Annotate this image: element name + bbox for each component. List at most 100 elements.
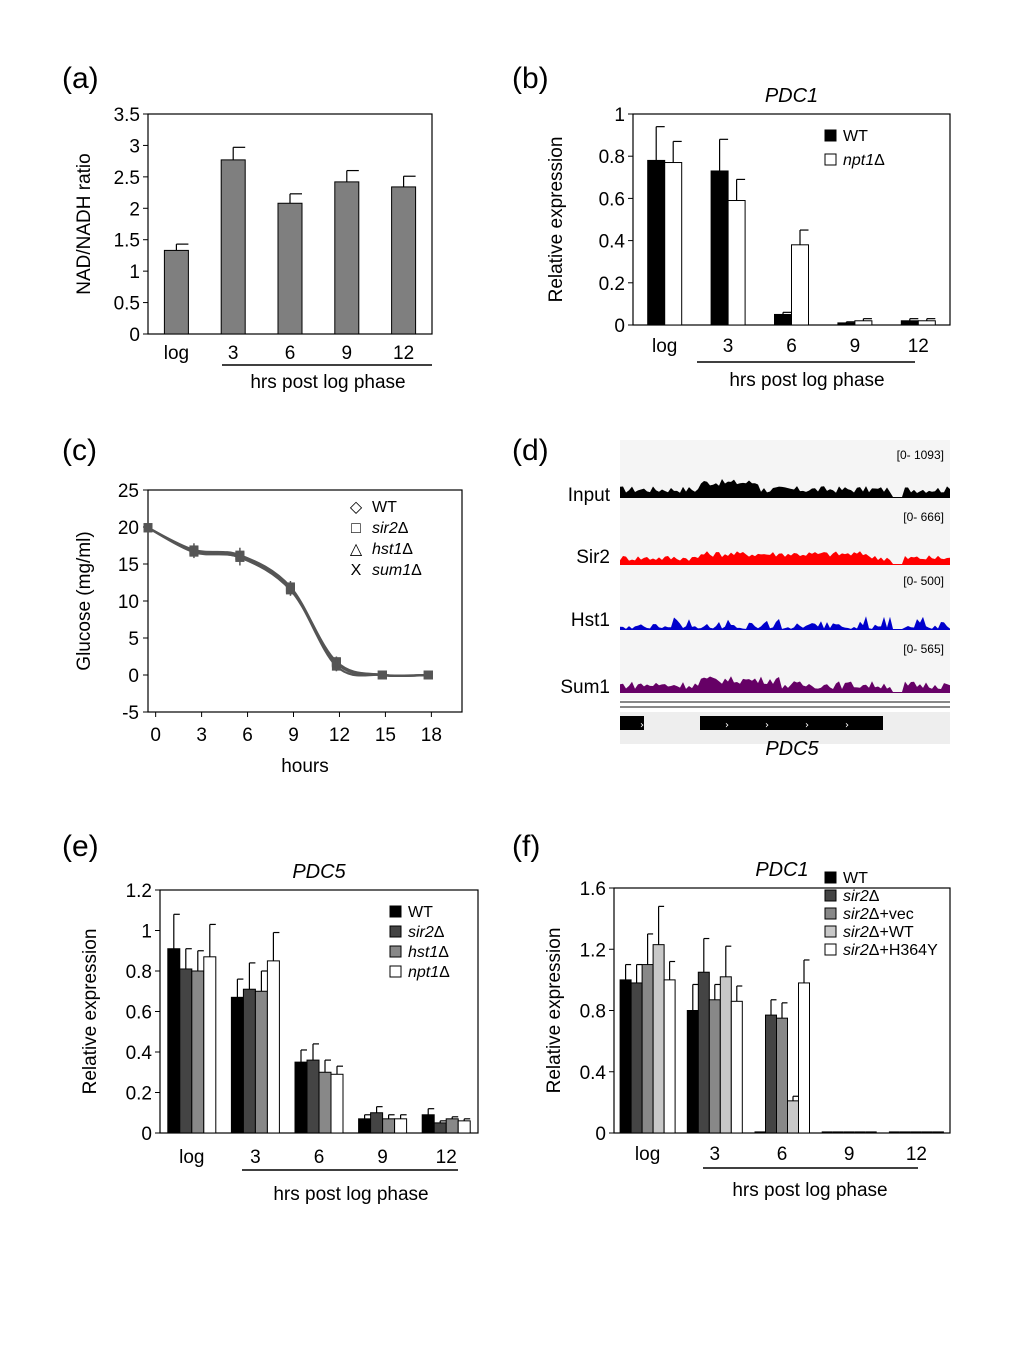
y-tick-label: 0.4: [599, 232, 626, 253]
x-tick-label: 12: [436, 1147, 457, 1168]
chart-title: PDC1: [755, 859, 808, 881]
bar: [179, 968, 193, 1134]
x-tick-label: 9: [342, 343, 353, 364]
bar: [727, 200, 746, 326]
coverage-track: [620, 551, 950, 565]
bar: [242, 988, 256, 1134]
bar: [664, 162, 683, 326]
gene-block: [620, 716, 644, 730]
bar: [220, 159, 246, 335]
data-point: [143, 523, 153, 533]
y-tick-label: 10: [118, 592, 139, 613]
legend-label: WT: [843, 128, 868, 145]
legend-label: sum1Δ: [372, 562, 422, 579]
bar: [382, 1118, 396, 1134]
y-tick-label: 20: [118, 518, 139, 539]
y-tick-label: 0: [614, 316, 625, 337]
x-tick-label: 6: [285, 343, 296, 364]
bar: [686, 1010, 699, 1134]
bar: [663, 979, 676, 1134]
legend-label: npt1Δ: [843, 152, 885, 169]
y-tick-label: 2: [129, 199, 140, 220]
panel-a-letter: (a): [62, 62, 99, 95]
panel-d-letter: (d): [512, 434, 549, 467]
bar: [358, 1118, 372, 1134]
bar: [719, 976, 732, 1134]
bar: [710, 170, 729, 326]
y-tick-label: 0.5: [114, 294, 140, 315]
strand-arrow: ›: [845, 720, 849, 731]
bar: [791, 244, 809, 326]
strand-arrow: ›: [765, 720, 769, 731]
bar: [294, 1061, 308, 1134]
x-tick-label: log: [164, 343, 189, 364]
bar: [163, 249, 189, 335]
chart-title: PDC1: [765, 85, 818, 107]
track-background: [620, 568, 950, 632]
y-tick-label: 1.5: [114, 231, 140, 252]
data-point: [377, 670, 387, 680]
panel-e-group-label: hrs post log phase: [273, 1184, 428, 1205]
strand-arrow: ›: [725, 720, 729, 731]
panel-a-group-label: hrs post log phase: [250, 372, 405, 393]
track-label: Sir2: [576, 547, 610, 568]
y-tick-label: 1: [614, 105, 625, 126]
legend-swatch: [824, 925, 837, 938]
legend-swatch: [824, 943, 837, 956]
legend-label: sir2Δ+vec: [843, 906, 914, 923]
gene-label: PDC5: [765, 738, 819, 760]
legend-swatch: [824, 871, 837, 884]
y-tick-label: 0.6: [599, 189, 625, 210]
bar: [445, 1118, 459, 1134]
legend-swatch: [824, 129, 837, 142]
bar: [774, 313, 792, 326]
panel-b-letter: (b): [512, 62, 549, 95]
bar: [652, 944, 665, 1134]
coverage-track: [620, 676, 950, 693]
y-tick-label: 0: [595, 1124, 606, 1145]
legend-label: WT: [843, 870, 868, 887]
y-axis-label: Glucose (mg/ml): [74, 531, 95, 670]
panel-f-group-label: hrs post log phase: [732, 1180, 887, 1201]
bar: [391, 186, 417, 335]
x-tick-label: 6: [242, 725, 253, 746]
bar: [787, 1100, 799, 1134]
bar: [370, 1112, 384, 1134]
bar: [854, 320, 873, 326]
track-range-label: [0- 666]: [903, 510, 944, 524]
y-tick-label: 1.2: [126, 881, 152, 902]
y-axis-label: NAD/NADH ratio: [74, 153, 95, 294]
x-tick-label: log: [652, 336, 677, 357]
x-tick-label: 12: [329, 725, 350, 746]
bar: [765, 1014, 777, 1134]
y-tick-label: 3.5: [114, 105, 140, 126]
track-label: Sum1: [560, 677, 610, 698]
x-tick-label: 9: [377, 1147, 388, 1168]
bar: [334, 181, 360, 335]
chart-e: 0 0.2 0.4 0.6 0.8 1 1.2 Relative expression PDC5…: [80, 861, 479, 1171]
y-tick-label: 25: [118, 481, 139, 502]
legend-label: WT: [372, 499, 397, 516]
y-tick-label: 0.6: [126, 1003, 152, 1024]
x-tick-label: 3: [228, 343, 239, 364]
track-range-label: [0- 500]: [903, 574, 944, 588]
panel-c-letter: (c): [62, 434, 97, 467]
bar: [191, 970, 205, 1134]
legend-label: hst1Δ: [408, 944, 449, 961]
legend-label: hst1Δ: [372, 541, 413, 558]
bar: [306, 1059, 320, 1134]
legend-label: WT: [408, 904, 433, 921]
y-tick-label: 1.2: [580, 940, 606, 961]
bar: [457, 1120, 471, 1134]
x-tick-label: 18: [421, 725, 442, 746]
x-tick-label: 9: [850, 336, 861, 357]
x-tick-label: 3: [250, 1147, 261, 1168]
x-tick-label: 3: [723, 336, 734, 357]
panel-e-letter: (e): [62, 830, 99, 863]
data-point: [423, 670, 433, 680]
y-axis-label: Relative expression: [546, 137, 567, 303]
genome-browser-d: 500 bp[0- 1093]Input[0- 666]Sir2[0- 500]…: [560, 440, 950, 760]
y-tick-label: 0.4: [126, 1043, 153, 1064]
bar: [798, 982, 810, 1134]
coverage-track: [620, 479, 950, 498]
